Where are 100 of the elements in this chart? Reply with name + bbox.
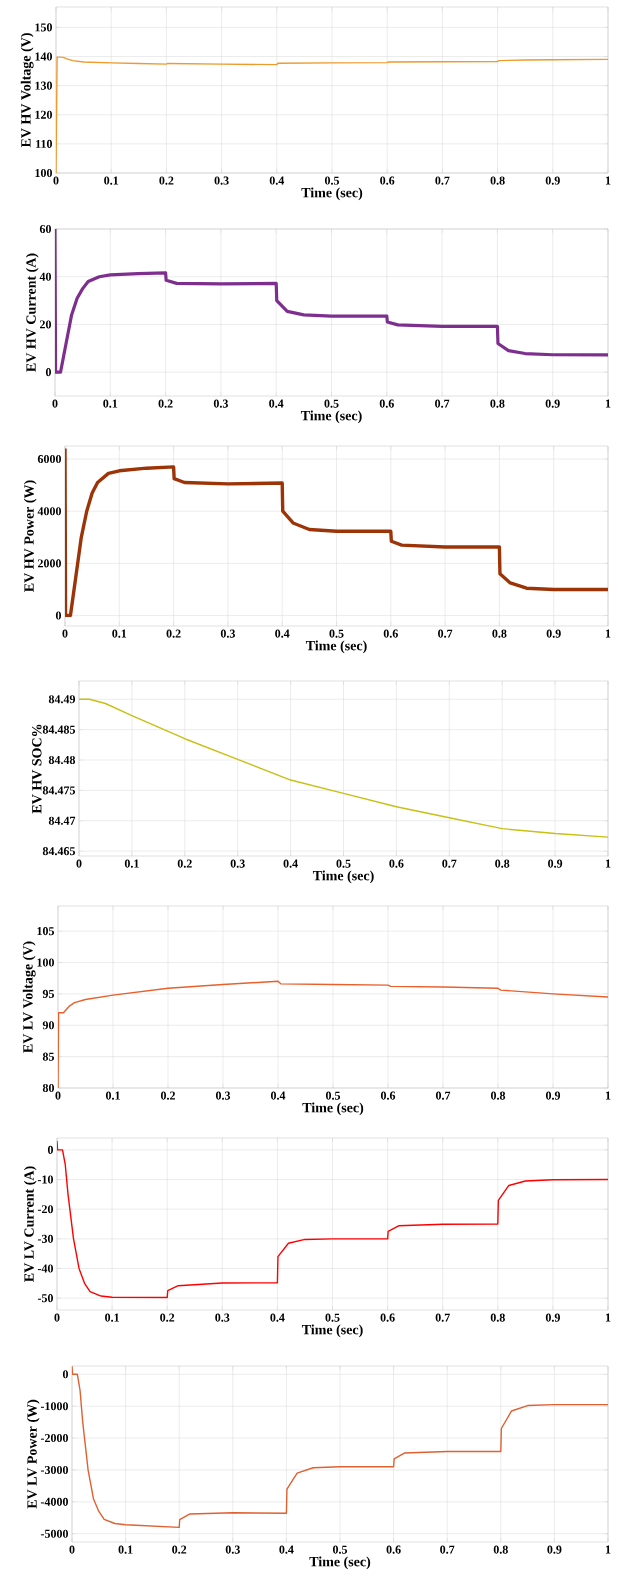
y-tick-label: 84.485 xyxy=(42,725,76,734)
x-tick-label: 0.7 xyxy=(435,176,450,185)
y-tick-label: -10 xyxy=(37,1175,53,1184)
x-tick-label: 0.9 xyxy=(546,629,561,638)
x-axis-title: Time (sec) xyxy=(302,1102,364,1116)
x-tick-label: 0.1 xyxy=(104,176,119,185)
x-tick-label: 0.7 xyxy=(438,629,453,638)
y-tick-label: 6000 xyxy=(37,455,61,464)
x-tick-label: 0.9 xyxy=(545,1313,560,1322)
x-tick-label: 0.9 xyxy=(548,859,563,868)
x-tick-label: 0.8 xyxy=(490,1313,505,1322)
x-tick-label: 0.1 xyxy=(118,1545,133,1554)
x-tick-label: 1 xyxy=(605,1545,611,1554)
x-tick-label: 0.6 xyxy=(380,1091,396,1100)
x-axis-title: Time (sec) xyxy=(301,187,363,201)
y-tick-label: 60 xyxy=(39,224,51,234)
line-series xyxy=(58,980,608,1089)
x-tick-label: 0.5 xyxy=(329,629,344,638)
x-tick-label: 0.4 xyxy=(270,1313,285,1322)
x-tick-label: 0.2 xyxy=(158,399,173,408)
y-tick-label: -30 xyxy=(37,1234,53,1243)
y-tick-label: 40 xyxy=(39,272,51,281)
y-tick-label: 80 xyxy=(42,1083,54,1093)
x-tick-label: 0.2 xyxy=(166,629,181,638)
x-tick-label: 0.9 xyxy=(547,1545,562,1554)
x-tick-label: 0.5 xyxy=(324,176,340,185)
x-tick-label: 0.4 xyxy=(283,859,298,868)
x-tick-label: 0.5 xyxy=(325,1091,341,1100)
y-tick-label: -1000 xyxy=(40,1402,68,1411)
x-tick-label: 1 xyxy=(605,399,611,408)
y-tick-label: 100 xyxy=(37,958,54,967)
x-tick-label: 0.6 xyxy=(380,176,395,185)
y-axis-title: EV HV SOC% xyxy=(32,724,42,814)
x-tick-label: 0.2 xyxy=(160,1091,175,1100)
x-tick-label: 1 xyxy=(605,1313,611,1322)
x-tick-label: 0.6 xyxy=(383,629,398,638)
x-tick-label: 0.9 xyxy=(545,1091,561,1100)
x-tick-label: 0.7 xyxy=(442,859,457,868)
x-tick-label: 1 xyxy=(605,859,611,868)
y-tick-label: 2000 xyxy=(37,559,61,568)
x-tick-label: 0.8 xyxy=(490,1091,506,1100)
x-tick-label: 0.8 xyxy=(493,1545,508,1554)
y-tick-label: 120 xyxy=(35,110,52,119)
x-tick-label: 0.4 xyxy=(270,1091,286,1100)
x-tick-label: 0.9 xyxy=(545,176,560,185)
x-tick-label: 0.2 xyxy=(159,176,174,185)
x-tick-label: 0.3 xyxy=(215,1091,231,1100)
y-tick-label: 84.475 xyxy=(42,786,76,795)
x-tick-label: 0.8 xyxy=(495,859,510,868)
x-tick-label: 0.8 xyxy=(490,399,505,408)
y-tick-label: 130 xyxy=(35,81,52,90)
y-tick-label: 140 xyxy=(35,52,52,61)
line-series xyxy=(57,1140,608,1299)
y-tick-label: -3000 xyxy=(40,1465,68,1474)
x-tick-label: 0.2 xyxy=(160,1313,175,1322)
x-tick-label: 0.4 xyxy=(275,629,290,638)
y-tick-label: 84.49 xyxy=(48,695,76,704)
y-tick-label: 90 xyxy=(42,1021,54,1030)
x-tick-label: 0.7 xyxy=(435,1313,450,1322)
x-tick-label: 0.3 xyxy=(215,1313,230,1322)
y-tick-label: -50 xyxy=(37,1294,53,1303)
y-axis-title: EV HV Power (W) xyxy=(23,480,37,592)
x-tick-label: 0.3 xyxy=(214,176,229,185)
x-tick-label: 0.5 xyxy=(324,399,339,408)
x-tick-label: 0.1 xyxy=(105,1091,120,1100)
x-tick-label: 0.3 xyxy=(225,1545,240,1554)
y-axis-title: EV LV Voltage (V) xyxy=(22,941,36,1053)
line-series xyxy=(65,446,608,618)
x-tick-label: 0.1 xyxy=(112,629,127,638)
y-tick-label: 150 xyxy=(35,23,52,32)
x-tick-label: 0.4 xyxy=(279,1545,294,1554)
x-axis-title: Time (sec) xyxy=(300,410,362,424)
x-tick-label: 1 xyxy=(605,176,611,185)
x-tick-label: 0.7 xyxy=(435,1091,451,1100)
x-tick-label: 0.4 xyxy=(269,176,285,185)
x-axis-title: Time (sec) xyxy=(301,1324,363,1338)
x-tick-label: 0.2 xyxy=(177,859,192,868)
x-axis-title: Time (sec) xyxy=(305,640,367,654)
y-tick-label: 105 xyxy=(37,927,55,936)
x-tick-label: 0.6 xyxy=(389,859,404,868)
y-tick-label: 84.465 xyxy=(42,847,76,856)
x-tick-label: 0.1 xyxy=(105,1313,119,1322)
x-tick-label: 0.3 xyxy=(213,399,228,408)
y-tick-label: 4000 xyxy=(37,507,61,516)
y-axis-title: EV LV Power (W) xyxy=(26,1399,40,1509)
x-tick-label: 0.6 xyxy=(380,1313,395,1322)
x-tick-label: 0.8 xyxy=(492,629,507,638)
x-tick-label: 1 xyxy=(605,1091,611,1100)
y-tick-label: -40 xyxy=(37,1264,53,1273)
y-tick-label: 0 xyxy=(62,1370,68,1379)
x-tick-label: 0.3 xyxy=(230,859,245,868)
y-tick-label: 20 xyxy=(39,320,51,329)
line-series xyxy=(79,698,608,838)
y-axis-title: EV LV Current (A) xyxy=(23,1166,37,1282)
y-axis-title: EV HV Voltage (V) xyxy=(20,33,34,148)
x-tick-label: 0.6 xyxy=(386,1545,401,1554)
y-axis-title: EV HV Current (A) xyxy=(25,253,39,372)
y-tick-label: 0 xyxy=(47,1145,53,1154)
x-tick-label: 0.5 xyxy=(325,1313,340,1322)
x-tick-label: 0.6 xyxy=(379,399,394,408)
